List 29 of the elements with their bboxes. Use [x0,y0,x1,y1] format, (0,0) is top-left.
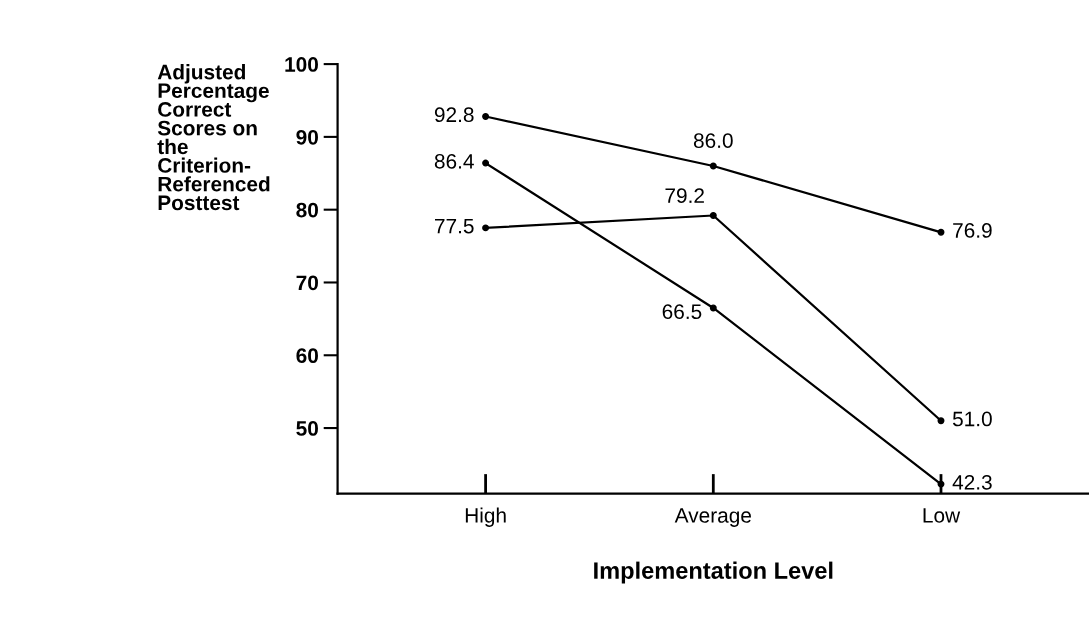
x-tick-label: Low [923,508,961,523]
data-label: 92.8 [434,107,474,123]
point [709,304,717,312]
x-axis-title: Implementation Level [594,561,833,584]
point [937,417,945,425]
data-label: 51.0 [952,411,992,427]
x-tick-label: Average [674,508,751,527]
point [937,228,945,236]
data-label: 66.5 [662,304,702,320]
y-axis-title: Adjusted Percentage Correct Scores on the Criterion- Referenced Posttest [157,64,270,211]
data-label: 77.5 [435,218,474,234]
y-tick-label: 100 [285,57,318,72]
y-tick-label: 70 [296,275,318,291]
data-label: 76.9 [953,223,992,238]
y-tick-label: 80 [296,202,318,218]
y-tick-label: 60 [296,348,318,364]
data-label: 86.0 [693,133,733,148]
point [482,113,490,120]
point [937,480,945,488]
point [709,162,717,170]
point [482,159,490,167]
data-label: 42.3 [952,474,992,490]
y-tick-label: 90 [296,129,318,145]
y-tick-label: 50 [296,421,318,436]
point [709,212,717,219]
point [482,224,490,232]
data-label: 86.4 [434,153,474,169]
data-label: 79.2 [665,188,704,204]
x-tick-label: High [465,507,506,527]
